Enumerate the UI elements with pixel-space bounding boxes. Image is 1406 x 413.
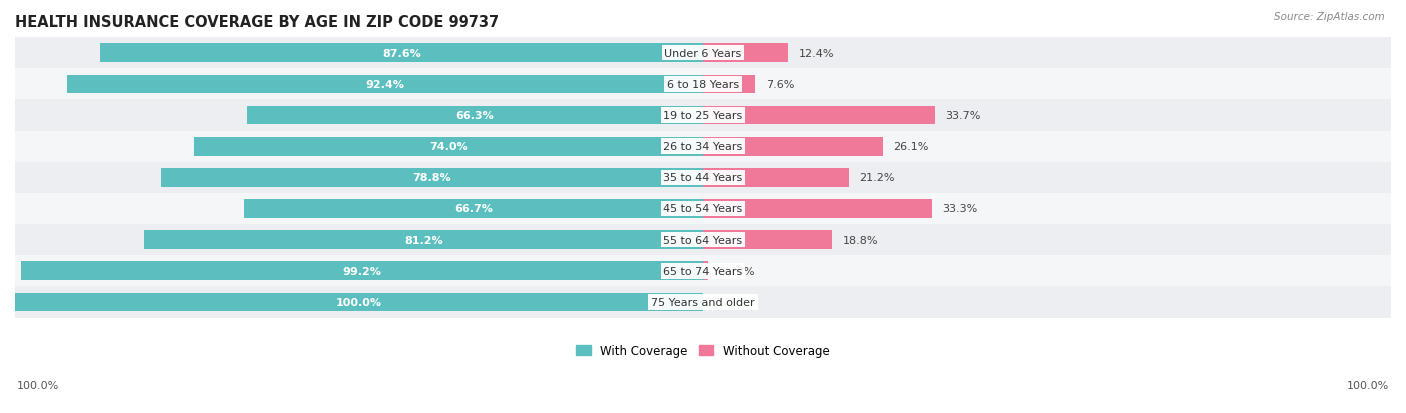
Text: 33.7%: 33.7% (945, 111, 980, 121)
Bar (15, 69, 1391, 100)
Bar (194, 138, 703, 156)
Bar (15, 162, 1391, 193)
Text: 65 to 74 Years: 65 to 74 Years (664, 266, 742, 276)
Bar (703, 169, 849, 187)
Text: 100.0%: 100.0% (336, 297, 382, 307)
Legend: With Coverage, Without Coverage: With Coverage, Without Coverage (572, 340, 834, 362)
Bar (703, 107, 935, 125)
Text: 19 to 25 Years: 19 to 25 Years (664, 111, 742, 121)
Text: 100.0%: 100.0% (17, 380, 59, 390)
Bar (703, 44, 789, 63)
Bar (15, 256, 1391, 287)
Bar (15, 38, 1391, 69)
Text: 26.1%: 26.1% (893, 142, 928, 152)
Bar (15, 131, 1391, 162)
Text: 7.6%: 7.6% (766, 80, 794, 90)
Text: Source: ZipAtlas.com: Source: ZipAtlas.com (1274, 12, 1385, 22)
Text: 33.3%: 33.3% (942, 204, 977, 214)
Text: 75 Years and older: 75 Years and older (651, 297, 755, 307)
Bar (245, 199, 703, 218)
Bar (15, 293, 703, 311)
Text: 66.7%: 66.7% (454, 204, 494, 214)
Bar (145, 231, 703, 249)
Bar (67, 75, 703, 94)
Text: 78.8%: 78.8% (412, 173, 451, 183)
Text: 74.0%: 74.0% (429, 142, 468, 152)
Bar (15, 193, 1391, 225)
Bar (21, 262, 703, 280)
Bar (703, 138, 883, 156)
Text: 99.2%: 99.2% (342, 266, 381, 276)
Text: 26 to 34 Years: 26 to 34 Years (664, 142, 742, 152)
Text: HEALTH INSURANCE COVERAGE BY AGE IN ZIP CODE 99737: HEALTH INSURANCE COVERAGE BY AGE IN ZIP … (15, 15, 499, 30)
Text: 0.79%: 0.79% (718, 266, 754, 276)
Text: 55 to 64 Years: 55 to 64 Years (664, 235, 742, 245)
Text: 66.3%: 66.3% (456, 111, 495, 121)
Text: 35 to 44 Years: 35 to 44 Years (664, 173, 742, 183)
Text: 12.4%: 12.4% (799, 49, 834, 59)
Bar (703, 262, 709, 280)
Bar (100, 44, 703, 63)
Text: 18.8%: 18.8% (842, 235, 879, 245)
Text: 45 to 54 Years: 45 to 54 Years (664, 204, 742, 214)
Bar (703, 199, 932, 218)
Text: 21.2%: 21.2% (859, 173, 894, 183)
Bar (703, 75, 755, 94)
Text: 92.4%: 92.4% (366, 80, 405, 90)
Text: 6 to 18 Years: 6 to 18 Years (666, 80, 740, 90)
Text: 100.0%: 100.0% (1347, 380, 1389, 390)
Text: 87.6%: 87.6% (382, 49, 420, 59)
Bar (15, 100, 1391, 131)
Bar (247, 107, 703, 125)
Bar (15, 225, 1391, 256)
Bar (703, 231, 832, 249)
Text: 0.0%: 0.0% (713, 297, 741, 307)
Bar (15, 287, 1391, 318)
Text: Under 6 Years: Under 6 Years (665, 49, 741, 59)
Bar (160, 169, 703, 187)
Text: 81.2%: 81.2% (405, 235, 443, 245)
